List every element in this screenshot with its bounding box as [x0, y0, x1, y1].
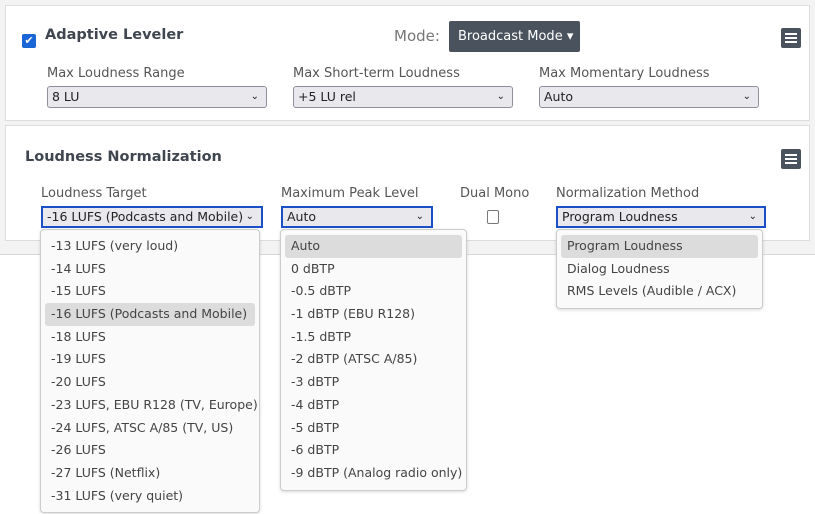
max-loudness-range-select[interactable]: 8 LU ⌄ [47, 86, 267, 108]
option[interactable]: Dialog Loudness [567, 260, 670, 276]
chevron-down-icon: ⌄ [415, 211, 424, 222]
field-label: Loudness Target [41, 186, 147, 201]
option[interactable]: -6 dBTP [291, 442, 340, 458]
option[interactable]: -19 LUFS [51, 351, 106, 367]
chevron-down-icon: ⌄ [496, 91, 505, 102]
option[interactable]: -4 dBTP [291, 396, 340, 412]
option[interactable]: -26 LUFS [51, 442, 106, 458]
option-selected[interactable]: Auto [285, 235, 462, 258]
mode-dropdown-button[interactable]: Broadcast Mode ▾ [449, 21, 580, 52]
option[interactable]: -1.5 dBTP [291, 328, 352, 344]
adaptive-leveler-checkbox[interactable]: ✔ [22, 34, 36, 48]
loudness-normalization-panel: Loudness Normalization Loudness Target -… [5, 125, 810, 241]
option[interactable]: -15 LUFS [51, 283, 106, 299]
chevron-down-icon: ⌄ [742, 91, 751, 102]
dual-mono-checkbox[interactable] [487, 210, 499, 224]
loudness-target-select[interactable]: -16 LUFS (Podcasts and Mobile) ⌄ [41, 206, 263, 228]
chevron-down-icon: ⌄ [748, 211, 757, 222]
option[interactable]: -18 LUFS [51, 328, 106, 344]
loudness-target-dropdown-list: -13 LUFS (very loud) -14 LUFS -15 LUFS -… [40, 229, 260, 514]
settings-sliders-icon[interactable] [781, 28, 801, 48]
chevron-down-icon: ⌄ [245, 211, 254, 222]
option[interactable]: -5 dBTP [291, 419, 340, 435]
option[interactable]: -2 dBTP (ATSC A/85) [291, 351, 418, 367]
option[interactable]: -13 LUFS (very loud) [51, 238, 179, 253]
option-selected[interactable]: -16 LUFS (Podcasts and Mobile) [45, 303, 255, 326]
settings-sliders-icon[interactable] [781, 149, 801, 169]
option[interactable]: -27 LUFS (Netflix) [51, 464, 161, 480]
max-peak-dropdown-list: Auto 0 dBTP -0.5 dBTP -1 dBTP (EBU R128)… [280, 229, 467, 491]
option[interactable]: -1 dBTP (EBU R128) [291, 306, 415, 322]
option[interactable]: RMS Levels (Audible / ACX) [567, 283, 737, 299]
panel-title: Adaptive Leveler [45, 27, 184, 43]
option[interactable]: -0.5 dBTP [291, 283, 352, 299]
panel-title: Loudness Normalization [25, 149, 222, 165]
chevron-down-icon: ⌄ [250, 91, 259, 102]
mode-label: Mode: [394, 27, 440, 45]
field-label: Dual Mono [460, 186, 530, 201]
option[interactable]: -24 LUFS, ATSC A/85 (TV, US) [51, 419, 234, 435]
option[interactable]: -20 LUFS [51, 374, 106, 390]
field-label: Max Momentary Loudness [539, 66, 710, 81]
field-label: Normalization Method [556, 186, 700, 201]
max-peak-select[interactable]: Auto ⌄ [281, 206, 433, 228]
normalization-method-dropdown-list: Program Loudness Dialog Loudness RMS Lev… [556, 229, 763, 310]
normalization-method-select[interactable]: Program Loudness ⌄ [556, 206, 766, 228]
option[interactable]: 0 dBTP [291, 260, 335, 276]
max-momentary-select[interactable]: Auto ⌄ [539, 86, 759, 108]
option[interactable]: -14 LUFS [51, 260, 106, 276]
option[interactable]: -3 dBTP [291, 374, 340, 390]
field-label: Max Loudness Range [47, 66, 185, 81]
caret-down-icon: ▾ [566, 29, 574, 44]
option-selected[interactable]: Program Loudness [561, 235, 758, 258]
option[interactable]: -23 LUFS, EBU R128 (TV, Europe) [51, 396, 258, 412]
field-label: Maximum Peak Level [281, 186, 419, 201]
max-short-term-select[interactable]: +5 LU rel ⌄ [293, 86, 513, 108]
option[interactable]: -31 LUFS (very quiet) [51, 487, 184, 503]
field-label: Max Short-term Loudness [293, 66, 460, 81]
adaptive-leveler-panel: ✔ Adaptive Leveler Mode: Broadcast Mode … [5, 5, 810, 121]
option[interactable]: -9 dBTP (Analog radio only) [291, 464, 463, 480]
